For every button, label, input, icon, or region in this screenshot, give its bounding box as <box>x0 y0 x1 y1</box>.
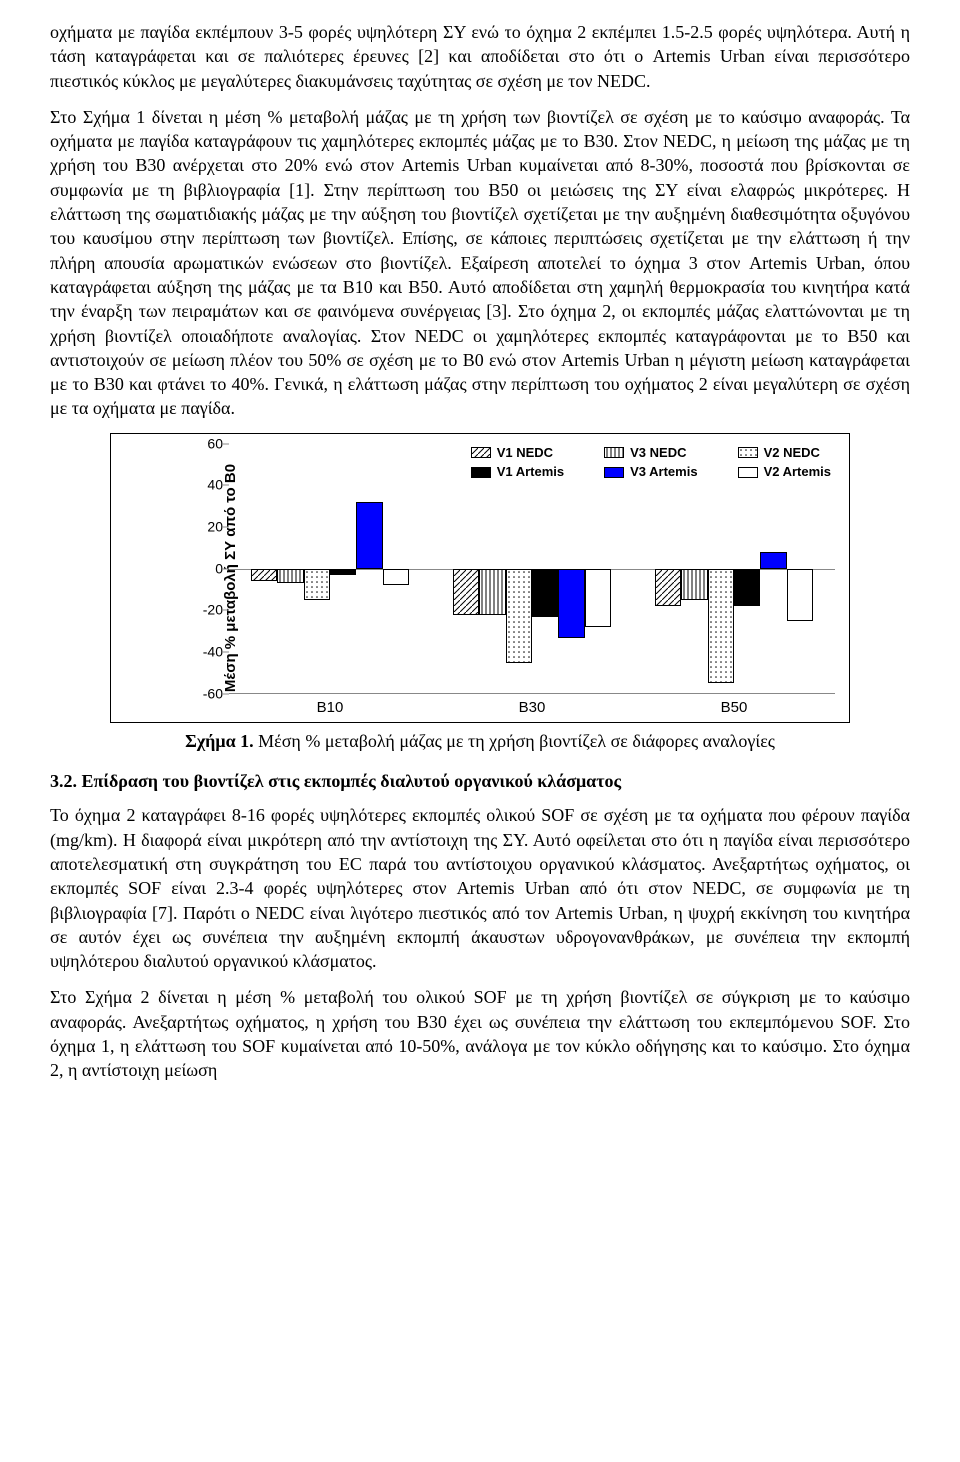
bar <box>251 569 277 582</box>
chart-legend: V1 NEDCV1 Artemis V3 NEDCV3 Artemis V2 NED… <box>471 444 831 481</box>
baseline <box>229 693 835 694</box>
y-tick-mark <box>223 485 229 486</box>
legend-swatch <box>604 467 624 478</box>
bar <box>453 569 479 615</box>
legend-label: V1 NEDC <box>497 444 553 462</box>
legend-item: V2 Artemis <box>738 463 831 481</box>
y-tick-label: -60 <box>189 684 223 703</box>
bar <box>585 569 611 627</box>
y-tick-label: 40 <box>189 476 223 495</box>
bar <box>330 569 356 575</box>
legend-swatch <box>604 447 624 458</box>
y-tick-mark <box>223 652 229 653</box>
y-tick-label: -20 <box>189 601 223 620</box>
legend-item: V1 NEDC <box>471 444 564 462</box>
caption-label: Σχήμα 1. <box>185 731 254 751</box>
legend-swatch <box>471 447 491 458</box>
y-tick-label: 60 <box>189 434 223 453</box>
legend-item: V1 Artemis <box>471 463 564 481</box>
bar <box>760 552 786 569</box>
legend-label: V3 NEDC <box>630 444 686 462</box>
chart-figure-1: Μέση % μεταβολή ΣΥ από το Β0 B10B30B50 6… <box>110 433 850 723</box>
paragraph-3: Το όχημα 2 καταγράφει 8-16 φορές υψηλότε… <box>50 803 910 973</box>
legend-item: V3 NEDC <box>604 444 697 462</box>
legend-item: V2 NEDC <box>738 444 831 462</box>
bar <box>479 569 505 615</box>
legend-column: V3 NEDCV3 Artemis <box>604 444 697 481</box>
bar <box>558 569 584 638</box>
section-heading-3-2: 3.2. Επίδραση του βιοντίζελ στις εκπομπέ… <box>50 769 910 793</box>
paragraph-4: Στο Σχήμα 2 δίνεται η μέση % μεταβολή το… <box>50 985 910 1082</box>
legend-label: V2 Artemis <box>764 463 831 481</box>
bar <box>304 569 330 600</box>
legend-label: V1 Artemis <box>497 463 564 481</box>
plot-area: B10B30B50 6040200-20-40-60 <box>189 444 835 694</box>
bar <box>734 569 760 607</box>
bar <box>681 569 707 600</box>
legend-label: V3 Artemis <box>630 463 697 481</box>
paragraph-1: οχήματα με παγίδα εκπέμπουν 3-5 φορές υψ… <box>50 20 910 93</box>
legend-column: V1 NEDCV1 Artemis <box>471 444 564 481</box>
legend-column: V2 NEDCV2 Artemis <box>738 444 831 481</box>
chart-box: Μέση % μεταβολή ΣΥ από το Β0 B10B30B50 6… <box>110 433 850 723</box>
legend-swatch <box>738 467 758 478</box>
bar <box>506 569 532 663</box>
y-tick-label: 0 <box>189 559 223 578</box>
bar <box>787 569 813 621</box>
y-tick-mark <box>223 527 229 528</box>
paragraph-2: Στο Σχήμα 1 δίνεται η μέση % μεταβολή μά… <box>50 105 910 421</box>
x-category-label: B10 <box>317 698 344 718</box>
y-tick-mark <box>223 443 229 444</box>
y-tick-label: 20 <box>189 518 223 537</box>
legend-swatch <box>471 467 491 478</box>
legend-swatch <box>738 447 758 458</box>
plot-inner: B10B30B50 <box>229 444 835 694</box>
legend-item: V3 Artemis <box>604 463 697 481</box>
bar <box>708 569 734 684</box>
bar <box>532 569 558 617</box>
y-tick-label: -40 <box>189 643 223 662</box>
y-tick-mark <box>223 693 229 694</box>
bar <box>356 502 382 569</box>
caption-text: Μέση % μεταβολή μάζας με τη χρήση βιοντί… <box>254 731 775 751</box>
bar <box>655 569 681 607</box>
y-tick-mark <box>223 568 229 569</box>
x-category-label: B50 <box>721 698 748 718</box>
x-category-label: B30 <box>519 698 546 718</box>
bar <box>277 569 303 584</box>
bar <box>383 569 409 586</box>
legend-label: V2 NEDC <box>764 444 820 462</box>
figure-caption: Σχήμα 1. Μέση % μεταβολή μάζας με τη χρή… <box>50 729 910 753</box>
y-tick-mark <box>223 610 229 611</box>
